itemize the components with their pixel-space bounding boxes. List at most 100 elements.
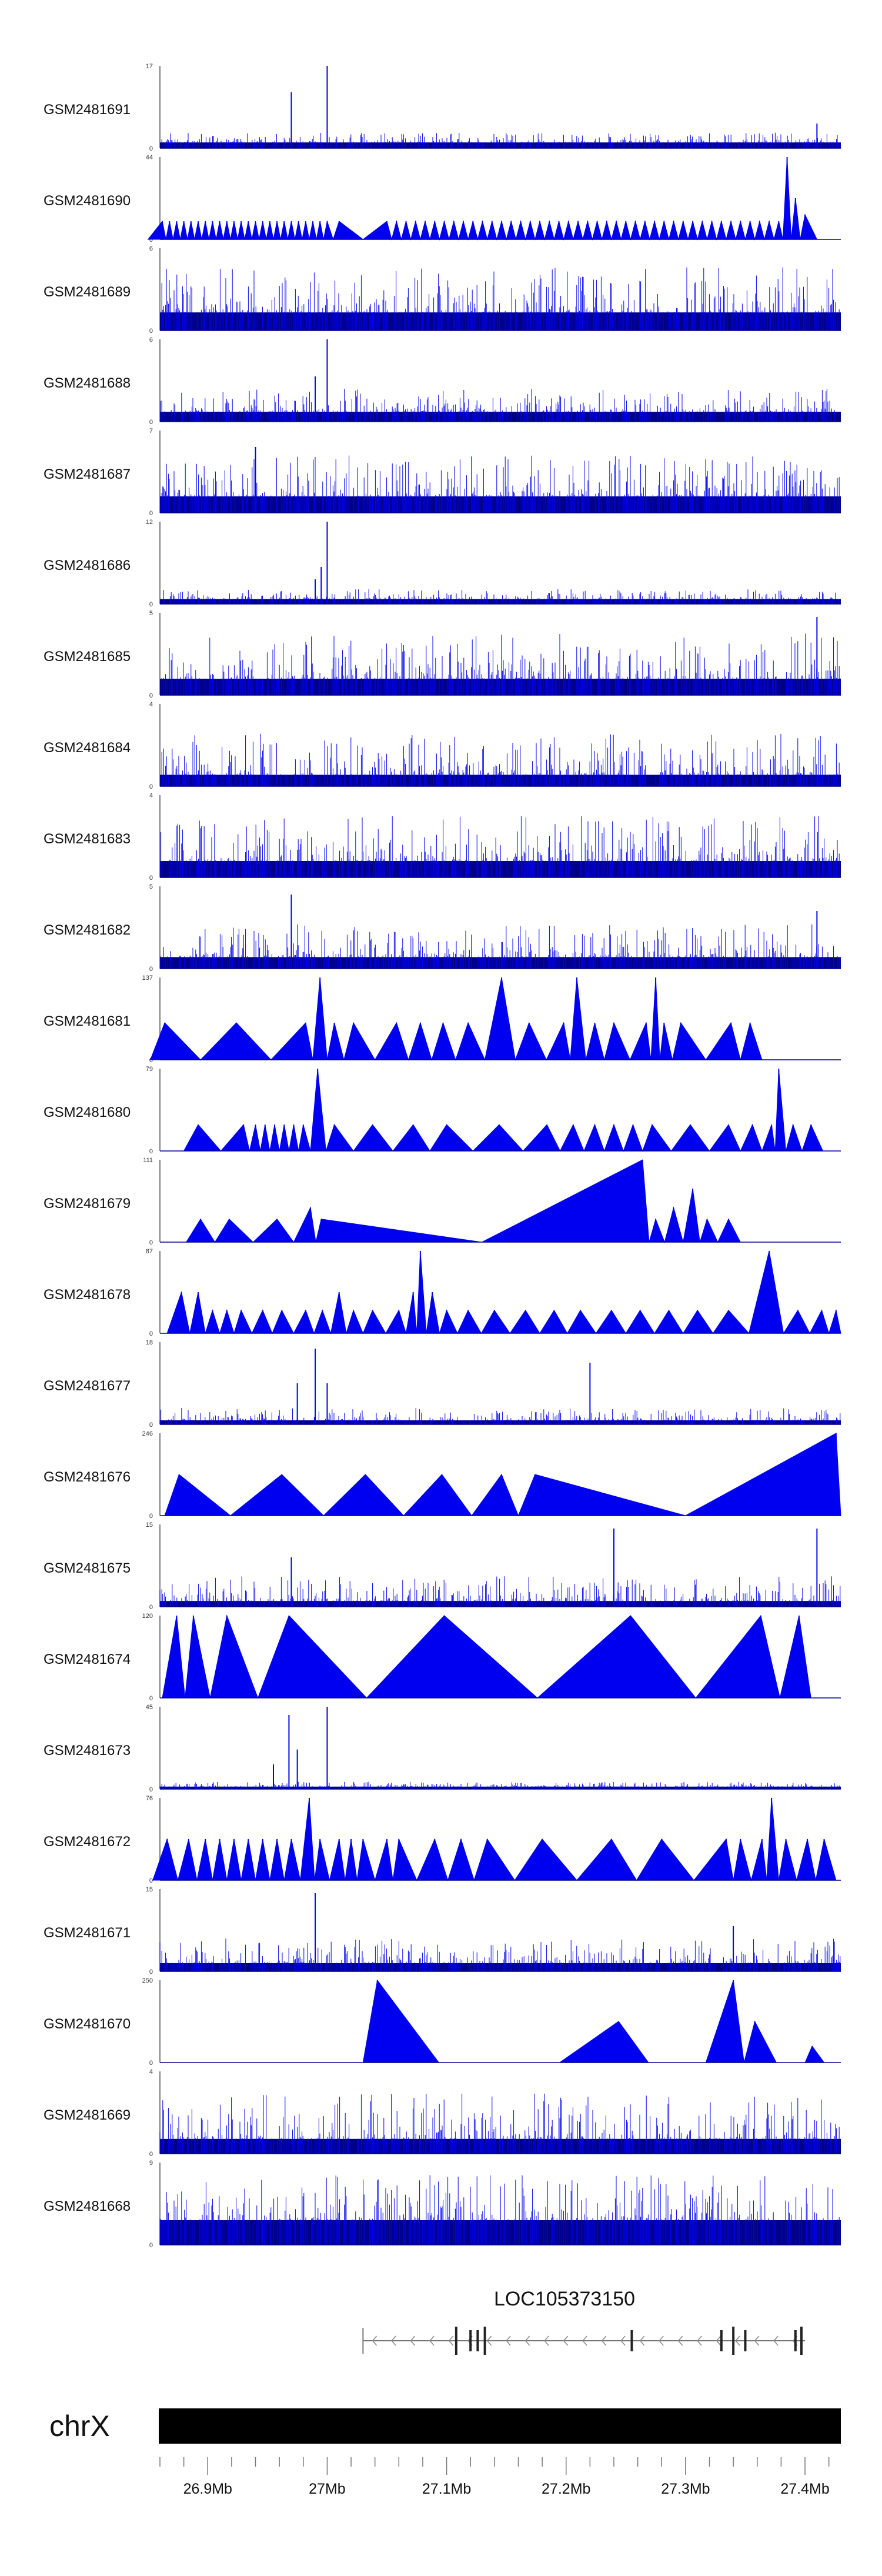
strand-arrow — [773, 2335, 779, 2346]
gene-label: LOC105373150 — [494, 2288, 635, 2310]
coverage-signal — [161, 389, 835, 422]
coverage-baseline — [160, 957, 841, 969]
track-GSM2481686: GSM2481686 12 0 — [44, 519, 841, 608]
gene-exon — [455, 2327, 457, 2355]
y-max-label: 44 — [146, 154, 153, 161]
gene-exon — [476, 2330, 479, 2351]
y-min-label: 0 — [149, 510, 153, 517]
strand-arrow — [582, 2335, 587, 2346]
coverage-area — [183, 1068, 824, 1152]
strand-arrow — [735, 2335, 740, 2346]
y-min-label: 0 — [149, 1239, 153, 1246]
track-label: GSM2481668 — [44, 2198, 131, 2214]
track-GSM2481672: GSM2481672 76 0 — [44, 1795, 841, 1884]
coverage-signal — [161, 816, 840, 877]
y-max-label: 5 — [149, 610, 153, 617]
track-GSM2481678: GSM2481678 87 0 — [44, 1248, 841, 1337]
x-tick-label: 27Mb — [309, 2481, 346, 2497]
strand-arrow — [448, 2335, 454, 2346]
y-max-label: 6 — [149, 336, 153, 343]
x-tick-label: 27.2Mb — [542, 2481, 590, 2497]
track-GSM2481681: GSM2481681 137 0 — [44, 975, 841, 1064]
coverage-area — [166, 1250, 841, 1334]
track-label: GSM2481679 — [44, 1196, 131, 1212]
x-tick-label: 27.4Mb — [780, 2481, 829, 2497]
coverage-signal — [159, 1781, 840, 1789]
track-GSM2481685: GSM2481685 5 0 — [44, 610, 841, 699]
strand-arrow — [716, 2335, 721, 2346]
strand-arrow — [659, 2335, 664, 2346]
y-max-label: 12 — [146, 519, 153, 526]
track-label: GSM2481680 — [44, 1105, 131, 1120]
track-label: GSM2481683 — [44, 831, 131, 847]
coverage-baseline — [160, 1963, 841, 1971]
y-min-label: 0 — [149, 1695, 153, 1702]
track-label: GSM2481673 — [44, 1743, 131, 1759]
y-max-label: 79 — [146, 1066, 153, 1073]
x-tick-label: 26.9Mb — [183, 2481, 232, 2497]
y-min-label: 0 — [149, 1057, 153, 1064]
gene-exon — [744, 2330, 747, 2351]
y-max-label: 76 — [146, 1795, 153, 1802]
y-max-label: 5 — [149, 883, 153, 890]
track-label: GSM2481690 — [44, 193, 131, 209]
track-GSM2481683: GSM2481683 4 0 — [44, 792, 841, 882]
y-min-label: 0 — [149, 419, 153, 426]
strand-arrow — [601, 2335, 607, 2346]
track-label: GSM2481670 — [44, 2016, 131, 2032]
y-min-label: 0 — [149, 2060, 153, 2067]
coverage-area — [164, 1433, 841, 1517]
y-min-label: 0 — [149, 1330, 153, 1337]
y-min-label: 0 — [149, 966, 153, 973]
gene-exon — [732, 2327, 735, 2355]
strand-arrow — [620, 2335, 626, 2346]
track-label: GSM2481674 — [44, 1651, 131, 1667]
y-max-label: 4 — [149, 792, 153, 799]
coverage-signal — [159, 2175, 840, 2245]
track-GSM2481668: GSM2481668 9 0 — [44, 2160, 841, 2249]
y-min-label: 0 — [149, 601, 153, 608]
track-GSM2481688: GSM2481688 6 0 — [44, 336, 841, 426]
coverage-baseline — [160, 599, 841, 604]
y-min-label: 0 — [149, 1877, 153, 1884]
strand-arrow — [563, 2335, 569, 2346]
y-max-label: 15 — [146, 1886, 153, 1893]
y-max-label: 18 — [146, 1339, 153, 1346]
y-min-label: 0 — [149, 1786, 153, 1793]
coverage-signal — [159, 1938, 841, 1971]
track-GSM2481689: GSM2481689 6 0 — [44, 245, 841, 335]
strand-arrow — [639, 2335, 645, 2346]
genome-axis: 26.9Mb 27Mb 27.1Mb 27.2Mb 27.3Mb 27.4Mb — [159, 2457, 830, 2497]
strand-arrow — [524, 2335, 530, 2346]
y-max-label: 6 — [149, 245, 153, 252]
gene-exon — [630, 2330, 633, 2351]
track-label: GSM2481671 — [44, 1925, 131, 1941]
track-label: GSM2481678 — [44, 1287, 131, 1303]
coverage-signal — [161, 132, 841, 148]
coverage-area — [149, 977, 763, 1061]
track-label: GSM2481686 — [44, 558, 131, 573]
y-min-label: 0 — [149, 236, 153, 243]
coverage-area — [185, 1159, 741, 1243]
y-max-label: 9 — [149, 2160, 153, 2167]
strand-arrow — [429, 2335, 435, 2346]
track-GSM2481670: GSM2481670 250 0 — [44, 1977, 841, 2067]
x-tick-label: 27.3Mb — [661, 2481, 710, 2497]
chromosome-bar — [159, 2408, 841, 2444]
track-GSM2481675: GSM2481675 15 0 — [44, 1521, 841, 1611]
y-max-label: 250 — [142, 1977, 153, 1984]
x-tick-label: 27.1Mb — [422, 2481, 471, 2497]
coverage-signal — [161, 267, 840, 331]
gene-exon — [483, 2327, 486, 2355]
track-GSM2481679: GSM2481679 111 0 — [44, 1157, 841, 1246]
gene-exon — [800, 2327, 803, 2355]
strand-arrow — [391, 2335, 396, 2346]
coverage-baseline — [160, 142, 841, 148]
coverage-signal — [161, 633, 841, 695]
track-GSM2481674: GSM2481674 120 0 — [44, 1613, 841, 1702]
strand-arrow — [410, 2335, 416, 2346]
y-max-label: 4 — [149, 2068, 153, 2076]
coverage-area — [152, 1797, 837, 1881]
track-GSM2481690: GSM2481690 44 0 — [44, 154, 841, 243]
track-label: GSM2481681 — [44, 1013, 131, 1029]
